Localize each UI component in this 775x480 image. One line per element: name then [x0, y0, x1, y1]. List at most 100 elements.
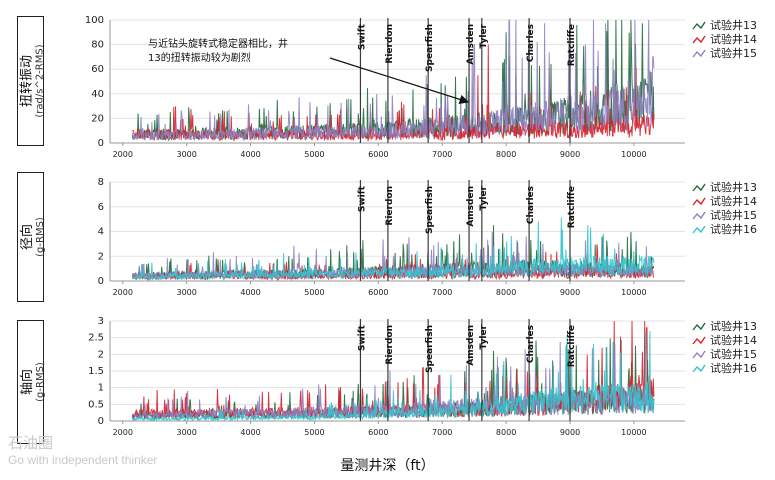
legend-label-w14: 试验井14 — [710, 194, 757, 208]
legend-swatch-w14 — [692, 197, 706, 206]
series-line-w15 — [131, 19, 655, 142]
formation-label: Rierdon — [385, 325, 395, 365]
callout-line-2: 13的扭转振动较为剧烈 — [148, 53, 251, 64]
y-tick-label: 60 — [91, 64, 104, 75]
torsional-ylabel-box: 扭转振动 (rad/s^2-RMS) — [17, 16, 46, 146]
y-tick-label: 2.5 — [88, 333, 104, 344]
series-line-w15 — [131, 232, 655, 281]
formation-label: Ratcliffe — [567, 186, 577, 228]
legend-swatch-w14 — [692, 35, 706, 44]
x-tick-label: 3000 — [176, 288, 196, 297]
radial-ylabel-box: 径向 (g-RMS) — [17, 172, 46, 302]
legend-swatch-w15 — [692, 350, 706, 359]
axial-chart: 0 0.5 1 1.5 2 2.5 3 2000 3000 4000 5000 6000 7000 800… — [88, 316, 757, 437]
legend-label-w15: 试验井15 — [710, 208, 757, 222]
x-tick-label: 10000 — [621, 288, 646, 297]
x-tick-label: 8000 — [496, 428, 516, 437]
x-tick-label: 5000 — [304, 288, 324, 297]
x-tick-label: 10000 — [621, 150, 646, 159]
formation-label: Charles — [526, 325, 536, 363]
y-tick-label: 4 — [98, 227, 104, 238]
y-tick-label: 1 — [98, 383, 104, 394]
x-tick-label: 9000 — [560, 428, 580, 437]
x-tick-label: 2000 — [113, 150, 133, 159]
legend-label-w13: 试验井13 — [710, 18, 757, 32]
torsional-callout: 与近钻头旋转式稳定器相比，井 13的扭转振动较为剧烈 — [148, 38, 288, 66]
y-tick-label: 2 — [98, 251, 104, 262]
x-tick-label: 4000 — [240, 288, 260, 297]
formation-label: Amsden — [466, 24, 476, 65]
y-tick-label: 40 — [91, 89, 104, 100]
y-tick-label: 6 — [98, 202, 104, 213]
formation-label: Tyler — [479, 324, 489, 349]
formation-label: Swift — [357, 185, 367, 212]
formation-label: Spearfish — [425, 24, 435, 72]
legend-label-w14: 试验井14 — [710, 32, 757, 46]
x-tick-label: 6000 — [368, 288, 388, 297]
x-tick-label: 4000 — [240, 428, 260, 437]
x-tick-label: 4000 — [240, 150, 260, 159]
x-tick-label: 5000 — [304, 150, 324, 159]
formation-label: Spearfish — [425, 325, 435, 373]
x-tick-label: 3000 — [176, 428, 196, 437]
series-line-w16 — [131, 217, 655, 282]
legend-label-w15: 试验井15 — [710, 347, 757, 361]
y-tick-label: 0 — [98, 138, 104, 149]
x-tick-label: 6000 — [368, 428, 388, 437]
legend-swatch-w15 — [692, 211, 706, 220]
legend-label-w15: 试验井15 — [710, 46, 757, 60]
radial-chart: 0 2 4 6 8 2000 3000 4000 5000 6000 7000 8000 9000 100… — [98, 177, 757, 297]
formation-label: Ratcliffe — [567, 24, 577, 66]
x-tick-label: 7000 — [432, 150, 452, 159]
x-tick-label: 7000 — [432, 428, 452, 437]
formation-label: Amsden — [466, 186, 476, 227]
x-tick-label: 2000 — [113, 288, 133, 297]
y-tick-label: 0 — [98, 276, 104, 287]
legend-swatch-w13 — [692, 21, 706, 30]
formation-label: Rierdon — [385, 186, 395, 226]
series-line-w16 — [131, 330, 655, 423]
x-tick-label: 8000 — [496, 288, 516, 297]
legend-label-w16: 试验井16 — [710, 222, 757, 236]
legend-swatch-w14 — [692, 336, 706, 345]
formation-label: Amsden — [466, 325, 476, 366]
formation-label: Swift — [357, 324, 367, 351]
x-tick-label: 3000 — [176, 150, 196, 159]
watermark: 石油圈 Go with independent thinker — [8, 432, 157, 467]
x-tick-label: 9000 — [560, 288, 580, 297]
watermark-cn: 石油圈 — [8, 434, 54, 452]
x-tick-label: 9000 — [560, 150, 580, 159]
legend-label-w13: 试验井13 — [710, 319, 757, 333]
x-tick-label: 10000 — [621, 428, 646, 437]
legend-label-w13: 试验井13 — [710, 180, 757, 194]
y-tick-label: 8 — [98, 177, 104, 188]
formation-label: Charles — [526, 186, 536, 224]
x-tick-label: 2000 — [113, 428, 133, 437]
legend-label-w16: 试验井16 — [710, 361, 757, 375]
formation-label: Spearfish — [425, 186, 435, 234]
y-tick-label: 1.5 — [88, 366, 104, 377]
y-tick-label: 0 — [98, 416, 104, 427]
watermark-en: Go with independent thinker — [8, 453, 158, 467]
formation-label: Tyler — [479, 185, 489, 210]
callout-line-1: 与近钻头旋转式稳定器相比，井 — [148, 39, 288, 50]
formation-label: Tyler — [479, 23, 489, 48]
formation-label: Swift — [357, 23, 367, 50]
legend-swatch-w13 — [692, 183, 706, 192]
y-tick-label: 20 — [91, 113, 104, 124]
y-tick-label: 100 — [85, 15, 104, 26]
axial-ylabel-box: 轴向 (g-RMS) — [17, 320, 46, 444]
y-tick-label: 80 — [91, 40, 104, 51]
y-tick-label: 3 — [98, 316, 104, 327]
x-axis-title: 量测井深（ft） — [340, 458, 435, 474]
legend-swatch-w13 — [692, 322, 706, 331]
formation-label: Charles — [526, 24, 536, 62]
legend-swatch-w16 — [692, 364, 706, 373]
formation-label: Ratcliffe — [567, 325, 577, 367]
y-tick-label: 0.5 — [88, 399, 104, 410]
x-tick-label: 5000 — [304, 428, 324, 437]
formation-label: Rierdon — [385, 24, 395, 64]
legend-swatch-w15 — [692, 49, 706, 58]
x-tick-label: 8000 — [496, 150, 516, 159]
